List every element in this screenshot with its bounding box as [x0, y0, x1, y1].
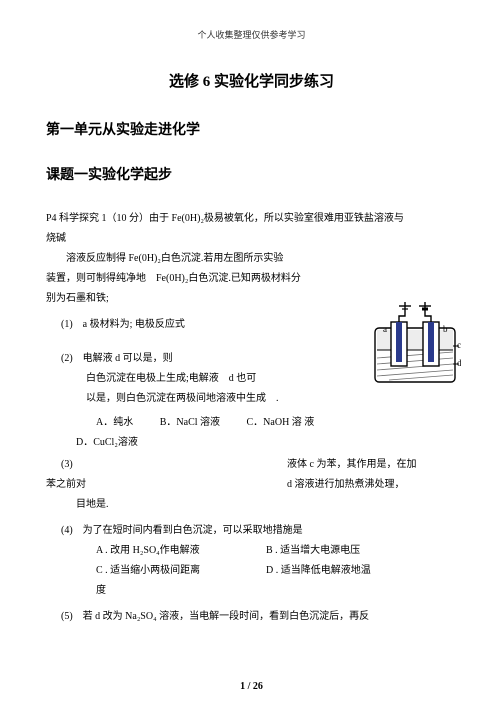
q4-opts-2: C . 适当缩小两极间距离 D . 适当降低电解液地温 — [46, 561, 457, 581]
q3a: 液体 c 为苯，其作用是，在加 — [287, 455, 457, 475]
q4-opts-1: A . 改用 H₂SO₄作电解液 B . 适当增大电源电压 — [46, 541, 457, 561]
q3b1: 苯之前对 — [46, 475, 86, 495]
title-unit: 第一单元从实验走进化学 — [46, 120, 457, 142]
q3b2: d 溶液进行加热煮沸处理， — [287, 475, 457, 495]
p4-line4a: 装置，则可制得纯净地 — [46, 273, 146, 284]
q3-row2: 苯之前对 d 溶液进行加热煮沸处理， — [46, 475, 457, 495]
title-topic: 课题一实验化学起步 — [46, 165, 457, 187]
p4-line4: 装置，则可制得纯净地 Fe(0H)₂白色沉淀.已知两极材料分 — [46, 269, 457, 289]
q4-d2: 度 — [46, 581, 457, 601]
p4-line1: P4 科学探究 1（10 分）由于 Fe(0H)₂极易被氧化，所以实验室很难用亚… — [46, 209, 457, 229]
svg-text:a: a — [383, 324, 387, 334]
q2-opt-a: A．纯水 — [96, 413, 133, 433]
p4-line3: 溶液反应制得 Fe(0H)₂白色沉淀.若用左图所示实验 — [46, 249, 457, 269]
q2-opt-b: B．NaCl 溶液 — [160, 413, 220, 433]
q4-opt-d: D . 适当降低电解液地温 — [266, 561, 371, 581]
body-text: P4 科学探究 1（10 分）由于 Fe(0H)₂极易被氧化，所以实验室很难用亚… — [46, 209, 457, 627]
svg-text:d: d — [457, 358, 461, 368]
title-main: 选修 6 实验化学同步练习 — [46, 70, 457, 94]
page: 个人收集整理仅供参考学习 选修 6 实验化学同步练习 第一单元从实验走进化学 课… — [0, 0, 503, 711]
q2c-text: 以是，则白色沉淀在两极间地溶液中生成 — [86, 393, 266, 404]
q4: (4) 为了在短时间内看到白色沉淀，可以采取地措施是 — [46, 521, 457, 541]
header-note: 个人收集整理仅供参考学习 — [46, 28, 457, 42]
q2-opts-1: A．纯水 B．NaCl 溶液 C．NaOH 溶 液 — [46, 413, 457, 433]
apparatus-figure: a b c d — [369, 300, 461, 386]
q3-num: (3) — [46, 455, 91, 475]
q4-opt-a: A . 改用 H₂SO₄作电解液 — [96, 541, 266, 561]
q3c: 目地是. — [46, 495, 457, 515]
q2-opt-c: C．NaOH 溶 液 — [247, 413, 315, 433]
p4-line4b: Fe(0H)₂白色沉淀.已知两极材料分 — [156, 273, 301, 284]
q4-opt-c: C . 适当缩小两极间距离 — [96, 561, 266, 581]
svg-text:b: b — [443, 324, 448, 334]
q3-row1: (3) 液体 c 为苯，其作用是，在加 — [46, 455, 457, 475]
q5: (5) 若 d 改为 Na₂SO₄ 溶液，当电解一段时间，看到白色沉淀后，再反 — [46, 607, 457, 627]
p4-line2: 烧碱 — [46, 229, 457, 249]
q4-opt-b: B . 适当增大电源电压 — [266, 541, 360, 561]
q2c: 以是，则白色沉淀在两极间地溶液中生成 . — [46, 389, 457, 409]
page-number: 1 / 26 — [0, 679, 503, 695]
svg-text:c: c — [457, 340, 461, 350]
q2-opt-d: D．CuCl₂溶液 — [46, 433, 457, 453]
